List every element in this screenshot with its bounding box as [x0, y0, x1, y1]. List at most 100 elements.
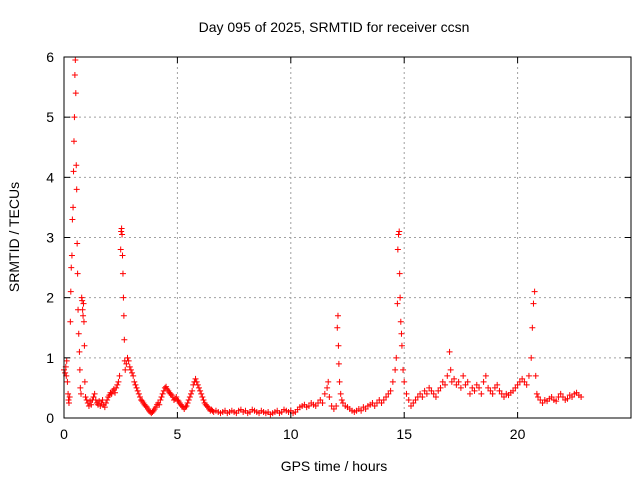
- data-point: [130, 372, 137, 379]
- data-point: [183, 402, 190, 409]
- data-point: [70, 204, 77, 211]
- data-point: [198, 390, 205, 397]
- x-axis-label: GPS time / hours: [281, 458, 388, 474]
- data-point: [394, 300, 401, 307]
- data-point: [397, 318, 404, 325]
- data-point: [460, 372, 467, 379]
- data-point: [482, 372, 489, 379]
- data-point: [79, 306, 86, 313]
- data-point: [464, 378, 471, 385]
- data-point: [65, 390, 72, 397]
- data-point: [70, 168, 77, 175]
- data-point: [119, 252, 126, 259]
- data-point: [88, 401, 95, 408]
- data-point: [403, 390, 410, 397]
- data-point: [478, 390, 485, 397]
- data-point: [553, 398, 560, 405]
- data-point: [405, 396, 412, 403]
- data-point: [102, 399, 109, 406]
- data-point: [159, 390, 166, 397]
- data-point: [114, 381, 121, 388]
- data-point: [321, 390, 328, 397]
- data-point: [62, 369, 69, 376]
- data-point: [448, 378, 455, 385]
- data-point: [156, 401, 163, 408]
- data-point: [81, 378, 88, 385]
- data-point: [485, 384, 492, 391]
- data-point: [442, 381, 449, 388]
- data-point: [133, 384, 140, 391]
- data-point: [435, 387, 442, 394]
- data-point: [569, 393, 576, 400]
- data-point: [74, 270, 81, 277]
- data-point: [525, 372, 532, 379]
- data-point: [97, 402, 104, 409]
- data-point: [412, 396, 419, 403]
- data-point: [453, 381, 460, 388]
- data-point: [74, 240, 81, 247]
- data-point: [393, 354, 400, 361]
- data-point: [90, 393, 97, 400]
- data-point: [419, 393, 426, 400]
- data-point: [564, 395, 571, 402]
- data-point: [325, 378, 332, 385]
- data-point: [394, 246, 401, 253]
- data-point: [334, 312, 341, 319]
- data-point: [396, 270, 403, 277]
- y-axis-label: SRMTID / TECUs: [6, 182, 22, 292]
- y-tick-label: 5: [46, 109, 54, 125]
- data-point: [389, 378, 396, 385]
- data-point: [79, 297, 86, 304]
- data-point: [77, 384, 84, 391]
- data-point: [319, 399, 326, 406]
- data-point: [330, 405, 337, 412]
- data-point: [559, 393, 566, 400]
- y-tick-label: 3: [46, 230, 54, 246]
- data-point: [496, 387, 503, 394]
- data-point: [113, 384, 120, 391]
- data-point: [451, 375, 458, 382]
- data-point: [317, 396, 324, 403]
- data-point: [124, 354, 131, 361]
- data-point: [174, 396, 181, 403]
- data-point: [129, 369, 136, 376]
- data-point: [76, 348, 83, 355]
- data-point: [494, 381, 501, 388]
- data-point: [512, 384, 519, 391]
- data-point: [116, 372, 123, 379]
- data-point: [82, 393, 89, 400]
- data-point: [195, 384, 202, 391]
- data-point: [192, 375, 199, 382]
- data-point: [430, 390, 437, 397]
- data-point: [333, 402, 340, 409]
- data-point: [528, 354, 535, 361]
- data-point: [447, 366, 454, 373]
- data-point: [335, 360, 342, 367]
- data-point: [167, 390, 174, 397]
- data-point: [312, 402, 319, 409]
- data-point: [135, 390, 142, 397]
- data-point: [117, 246, 124, 253]
- data-point: [410, 399, 417, 406]
- data-point: [469, 384, 476, 391]
- data-point: [358, 407, 365, 414]
- data-point: [199, 393, 206, 400]
- data-point: [101, 404, 108, 411]
- data-point: [519, 375, 526, 382]
- data-point: [491, 384, 498, 391]
- data-point: [149, 408, 156, 415]
- data-point: [64, 378, 71, 385]
- data-point: [68, 264, 75, 271]
- data-point: [396, 228, 403, 235]
- data-point: [121, 336, 128, 343]
- x-tick-label: 5: [174, 426, 182, 442]
- data-point: [432, 393, 439, 400]
- data-point: [398, 330, 405, 337]
- data-point: [83, 396, 90, 403]
- data-point: [65, 399, 72, 406]
- data-point: [487, 387, 494, 394]
- data-point: [533, 390, 540, 397]
- data-point: [334, 324, 341, 331]
- data-point: [203, 402, 210, 409]
- data-point: [184, 399, 191, 406]
